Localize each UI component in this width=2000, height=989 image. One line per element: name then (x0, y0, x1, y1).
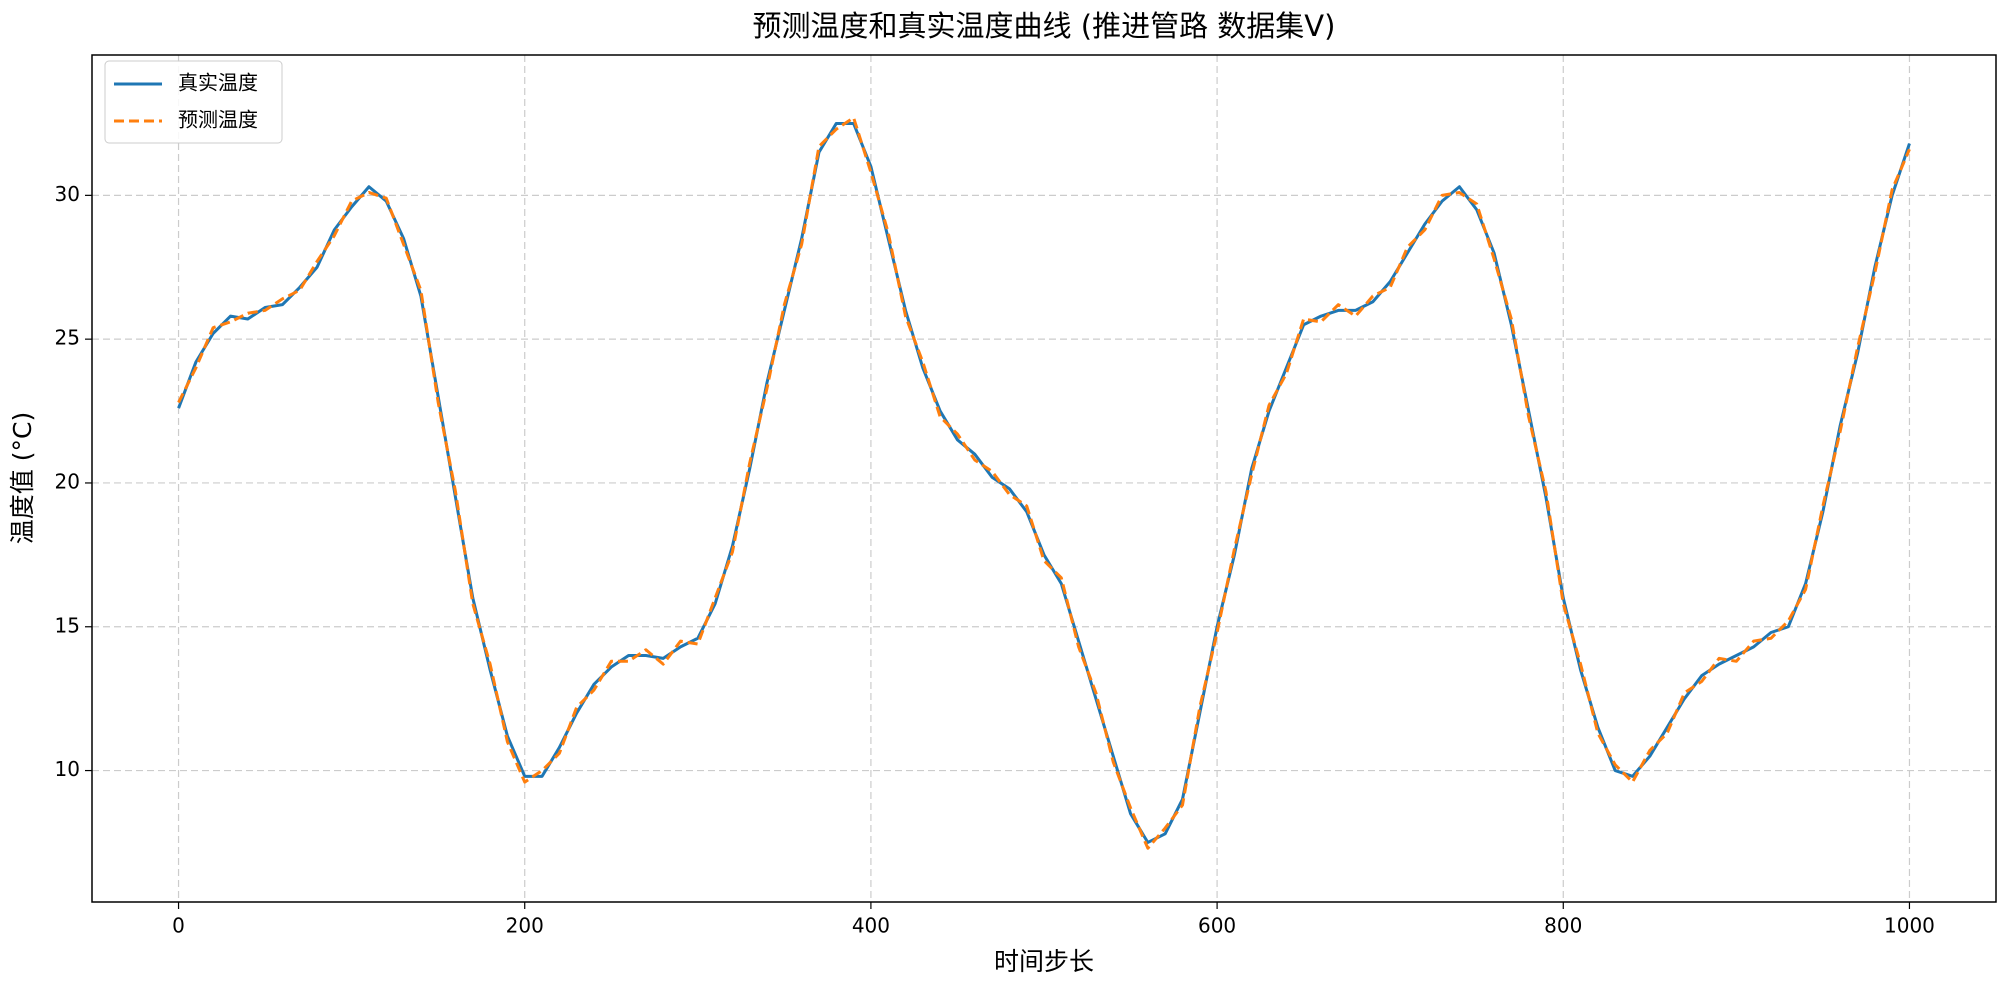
x-axis-label: 时间步长 (994, 947, 1094, 976)
y-axis-label: 温度值 (°C) (8, 412, 37, 544)
x-tick-label: 1000 (1884, 914, 1935, 938)
y-tick-label: 10 (55, 757, 80, 781)
x-tick-label: 600 (1198, 914, 1236, 938)
y-tick-label: 20 (55, 469, 80, 493)
y-tick-label: 30 (55, 182, 80, 206)
y-tick-label: 25 (55, 326, 80, 350)
y-tick-label: 15 (55, 613, 80, 637)
x-tick-label: 200 (506, 914, 544, 938)
x-tick-label: 0 (172, 914, 185, 938)
line-series (177, 116, 1911, 850)
legend-label: 预测温度 (178, 108, 258, 132)
chart-title: 预测温度和真实温度曲线 (推进管路 数据集V) (753, 9, 1336, 43)
legend-label: 真实温度 (178, 71, 258, 95)
plot-frame (91, 54, 1997, 903)
x-tick-label: 800 (1544, 914, 1582, 938)
x-tick-label: 400 (852, 914, 890, 938)
